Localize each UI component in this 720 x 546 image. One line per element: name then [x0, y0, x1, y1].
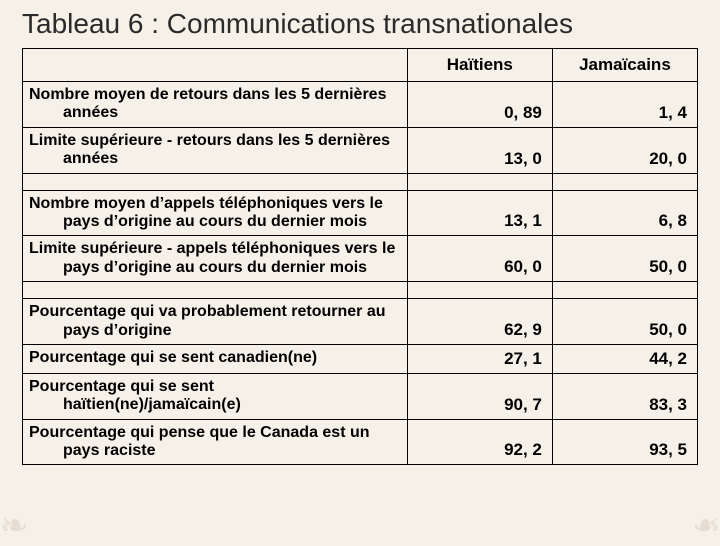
row-label-line1: Pourcentage qui pense que le Canada est …: [29, 424, 370, 441]
row-label: Nombre moyen d’appels téléphoniques vers…: [23, 190, 408, 236]
row-label-line1: Nombre moyen de retours dans les 5 derni…: [29, 86, 386, 103]
row-value-jamaicains: 50, 0: [552, 299, 697, 345]
table-header-row: Haïtiens Jamaïcains: [23, 49, 698, 82]
row-label: Pourcentage qui pense que le Canada est …: [23, 419, 408, 465]
row-label-line2: pays d’origine au cours du dernier mois: [29, 213, 403, 231]
table-row: Nombre moyen d’appels téléphoniques vers…: [23, 190, 698, 236]
row-value-jamaicains: 50, 0: [552, 236, 697, 282]
row-label-line2: pays raciste: [29, 442, 403, 460]
row-value-haitiens: 90, 7: [407, 373, 552, 419]
row-label: Pourcentage qui se senthaïtien(ne)/jamaï…: [23, 373, 408, 419]
row-label-line1: Pourcentage qui va probablement retourne…: [29, 303, 386, 320]
row-label: Nombre moyen de retours dans les 5 derni…: [23, 82, 408, 128]
table-row: Pourcentage qui se senthaïtien(ne)/jamaï…: [23, 373, 698, 419]
page-title: Tableau 6 : Communications transnational…: [22, 8, 698, 40]
table-row: Pourcentage qui pense que le Canada est …: [23, 419, 698, 465]
spacer-cell: [552, 282, 697, 299]
col-header-haitiens: Haïtiens: [407, 49, 552, 82]
spacer-cell: [23, 282, 408, 299]
row-label-line1: Limite supérieure - retours dans les 5 d…: [29, 132, 390, 149]
row-value-haitiens: 27, 1: [407, 344, 552, 373]
table-row: Limite supérieure - appels téléphoniques…: [23, 236, 698, 282]
table-row: Pourcentage qui va probablement retourne…: [23, 299, 698, 345]
row-label-line1: Nombre moyen d’appels téléphoniques vers…: [29, 195, 383, 212]
row-value-haitiens: 0, 89: [407, 82, 552, 128]
row-value-haitiens: 13, 0: [407, 127, 552, 173]
spacer-row: [23, 173, 698, 190]
spacer-cell: [407, 173, 552, 190]
row-label: Limite supérieure - appels téléphoniques…: [23, 236, 408, 282]
row-value-jamaicains: 44, 2: [552, 344, 697, 373]
table-row: Nombre moyen de retours dans les 5 derni…: [23, 82, 698, 128]
spacer-row: [23, 282, 698, 299]
data-table: Haïtiens Jamaïcains Nombre moyen de reto…: [22, 48, 698, 465]
row-label-line2: pays d’origine: [29, 322, 403, 340]
row-label: Pourcentage qui va probablement retourne…: [23, 299, 408, 345]
row-value-haitiens: 60, 0: [407, 236, 552, 282]
spacer-cell: [552, 173, 697, 190]
row-value-jamaicains: 20, 0: [552, 127, 697, 173]
row-label: Pourcentage qui se sent canadien(ne): [23, 344, 408, 373]
table-row: Limite supérieure - retours dans les 5 d…: [23, 127, 698, 173]
row-label-line2: haïtien(ne)/jamaïcain(e): [29, 396, 403, 414]
row-value-jamaicains: 93, 5: [552, 419, 697, 465]
row-label-line1: Pourcentage qui se sent canadien(ne): [29, 349, 317, 366]
row-value-jamaicains: 83, 3: [552, 373, 697, 419]
row-value-haitiens: 62, 9: [407, 299, 552, 345]
row-value-jamaicains: 1, 4: [552, 82, 697, 128]
row-value-jamaicains: 6, 8: [552, 190, 697, 236]
table-row: Pourcentage qui se sent canadien(ne) 27, …: [23, 344, 698, 373]
row-label-line1: Pourcentage qui se sent: [29, 378, 214, 395]
spacer-cell: [23, 173, 408, 190]
row-label-line1: Limite supérieure - appels téléphoniques…: [29, 240, 395, 257]
row-value-haitiens: 13, 1: [407, 190, 552, 236]
row-label-line2: années: [29, 104, 403, 122]
row-value-haitiens: 92, 2: [407, 419, 552, 465]
row-label-line2: années: [29, 150, 403, 168]
spacer-cell: [407, 282, 552, 299]
col-header-jamaicains: Jamaïcains: [552, 49, 697, 82]
row-label: Limite supérieure - retours dans les 5 d…: [23, 127, 408, 173]
row-label-line2: pays d’origine au cours du dernier mois: [29, 259, 403, 277]
col-header-label: [23, 49, 408, 82]
